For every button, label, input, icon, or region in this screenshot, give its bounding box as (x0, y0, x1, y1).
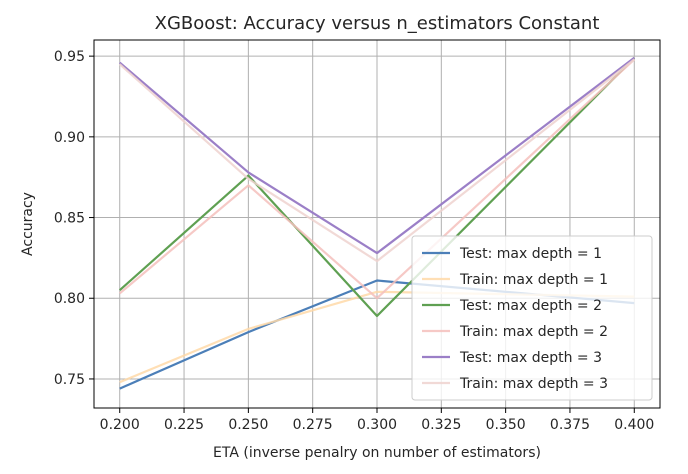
x-tick-label: 0.325 (421, 417, 461, 433)
x-tick-label: 0.375 (550, 417, 590, 433)
x-axis-label: ETA (inverse penalry on number of estima… (213, 445, 541, 461)
y-tick-label: 0.75 (54, 372, 85, 388)
legend-label-3: Test: max depth = 2 (459, 298, 602, 314)
legend-label-1: Test: max depth = 1 (459, 246, 602, 262)
x-tick-label: 0.250 (228, 417, 268, 433)
series-line-5 (118, 56, 635, 255)
axis-ticks: 0.200 0.225 0.250 0.275 0.300 0.325 0.350 0.375… (54, 49, 654, 433)
legend-label-4: Train: max depth = 2 (459, 324, 608, 340)
series-line-3 (118, 57, 636, 318)
series-lines (118, 56, 636, 390)
x-tick-label: 0.275 (293, 417, 333, 433)
y-tick-label: 0.90 (54, 130, 85, 146)
legend-label-2: Train: max depth = 1 (459, 272, 608, 288)
x-tick-label: 0.400 (614, 417, 654, 433)
y-tick-label: 0.85 (54, 211, 85, 227)
series-line-6 (118, 58, 635, 263)
legend-label-6: Train: max depth = 3 (459, 376, 608, 392)
x-tick-label: 0.200 (100, 417, 140, 433)
y-tick-label: 0.80 (54, 291, 85, 307)
y-axis-label: Accuracy (20, 192, 36, 256)
y-tick-label: 0.95 (54, 49, 85, 65)
legend-box (411, 235, 653, 401)
legend-label-5: Test: max depth = 3 (459, 350, 602, 366)
chart-title: XGBoost: Accuracy versus n_estimators Co… (155, 13, 600, 34)
x-tick-label: 0.300 (357, 417, 397, 433)
legend: Test: max depth = 1 Train: max depth = 1 T… (411, 235, 653, 401)
series-line-4 (118, 58, 636, 300)
x-tick-label: 0.350 (486, 417, 526, 433)
x-tick-label: 0.225 (164, 417, 204, 433)
